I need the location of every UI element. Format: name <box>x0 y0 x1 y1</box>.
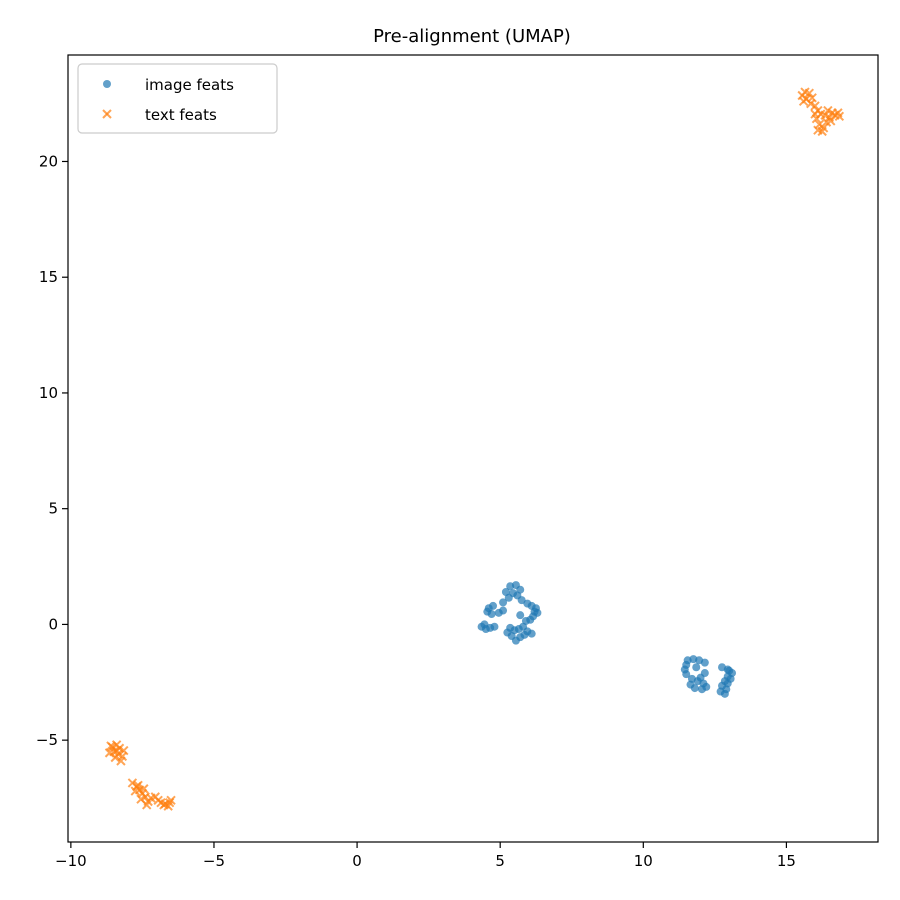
legend-label-text-feats: text feats <box>145 106 217 124</box>
plot-area <box>104 87 845 811</box>
point-image-feats <box>682 670 691 679</box>
point-text-feats <box>823 105 833 116</box>
point-image-feats <box>686 680 695 689</box>
y-tick-label: 5 <box>48 500 58 518</box>
point-text-feats <box>111 745 122 756</box>
point-image-feats <box>499 598 508 607</box>
x-tick-label: 5 <box>495 852 505 870</box>
point-image-feats <box>490 622 499 631</box>
point-image-feats <box>700 669 709 678</box>
point-text-feats <box>817 126 827 137</box>
point-image-feats <box>499 606 508 615</box>
legend: image feats text feats <box>77 63 278 134</box>
point-text-feats <box>139 784 149 794</box>
legend-marker-text-feats <box>102 109 112 119</box>
legend-label-image-feats: image feats <box>145 76 234 94</box>
point-image-feats <box>514 625 523 634</box>
point-text-feats <box>116 756 126 766</box>
point-text-feats <box>133 780 143 790</box>
point-text-feats <box>798 96 809 107</box>
point-text-feats <box>820 110 830 120</box>
point-image-feats <box>530 607 539 616</box>
point-image-feats <box>520 630 529 639</box>
point-text-feats <box>810 101 820 111</box>
point-text-feats <box>159 800 169 810</box>
point-image-feats <box>516 611 525 620</box>
point-text-feats <box>142 800 152 810</box>
x-tick-label: 0 <box>352 852 362 870</box>
legend-box <box>77 63 278 134</box>
point-text-feats <box>130 786 140 796</box>
point-image-feats <box>725 666 734 675</box>
y-tick-label: −5 <box>36 731 58 749</box>
point-text-feats <box>833 108 843 118</box>
point-image-feats <box>504 593 513 602</box>
x-tick-label: 10 <box>634 852 653 870</box>
y-axis: −5 0 5 10 15 20 <box>36 152 68 749</box>
point-image-feats <box>697 685 706 694</box>
point-image-feats <box>700 658 709 667</box>
axes-frame <box>67 54 879 843</box>
point-text-feats <box>166 795 176 806</box>
point-image-feats <box>480 620 489 629</box>
point-image-feats <box>487 610 496 619</box>
point-image-feats <box>692 663 701 672</box>
series-text-feats <box>104 87 845 811</box>
x-tick-label: −10 <box>55 852 87 870</box>
point-text-feats <box>804 88 815 98</box>
y-tick-label: 15 <box>39 268 58 286</box>
point-text-feats <box>110 752 120 763</box>
point-image-feats <box>517 596 526 605</box>
point-text-feats <box>119 745 129 756</box>
y-tick-label: 20 <box>39 152 58 170</box>
x-axis: −10 −5 0 5 10 15 <box>55 842 796 870</box>
legend-marker-image-feats <box>103 80 111 88</box>
x-tick-label: −5 <box>203 852 225 870</box>
series-image-feats <box>477 581 737 698</box>
point-text-feats <box>810 109 820 119</box>
y-tick-label: 0 <box>48 615 58 633</box>
x-tick-label: 15 <box>777 852 796 870</box>
chart-title: Pre-alignment (UMAP) <box>373 26 571 47</box>
y-tick-label: 10 <box>39 384 58 402</box>
point-image-feats <box>527 629 536 638</box>
